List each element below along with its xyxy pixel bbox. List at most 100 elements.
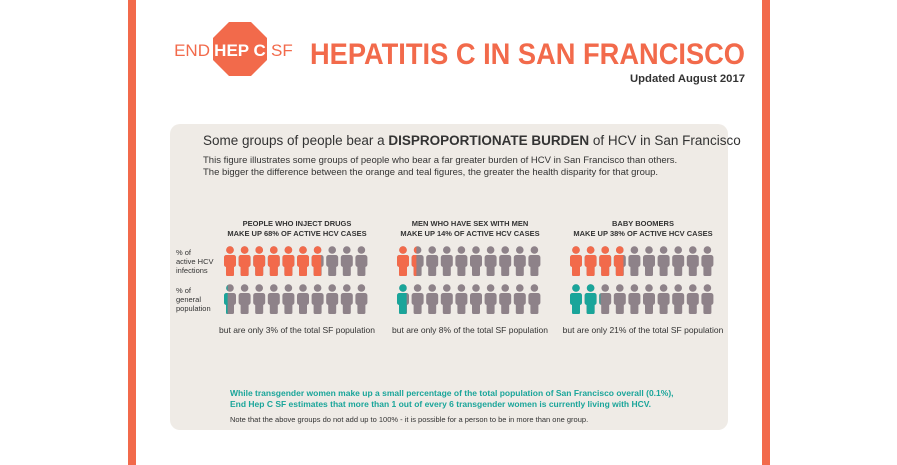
person-icon	[643, 284, 655, 314]
person-body	[282, 255, 295, 267]
person-legs	[240, 303, 249, 314]
person-icon	[224, 246, 236, 276]
person-legs	[659, 303, 668, 314]
person-icon	[701, 284, 714, 314]
person-body	[311, 293, 324, 305]
person-head	[516, 246, 524, 254]
person-body	[397, 255, 409, 267]
person-head	[472, 284, 480, 292]
person-icon	[584, 284, 597, 314]
description: This figure illustrates some groups of p…	[203, 155, 677, 166]
person-fill	[599, 246, 612, 276]
person-fill	[570, 246, 582, 276]
person-body	[340, 255, 353, 267]
person-icon	[672, 284, 685, 314]
population-caption: but are only 8% of the total SF populati…	[392, 325, 548, 335]
person-legs	[442, 265, 451, 276]
panel-heading: Some groups of people bear a DISPROPORTI…	[203, 133, 741, 148]
person-legs	[586, 265, 595, 276]
person-head	[343, 284, 351, 292]
person-icon	[238, 284, 251, 314]
person-icon	[340, 284, 353, 314]
person-body	[628, 293, 641, 305]
person-fill	[570, 284, 582, 314]
group-hcv: MAKE UP 38% OF ACTIVE HCV CASES	[573, 229, 712, 238]
person-body	[253, 255, 266, 267]
person-body	[672, 255, 685, 267]
hcv-part: MAKE UP	[400, 229, 437, 238]
hcv-part: 38	[610, 229, 618, 238]
hcv-part: MAKE UP	[227, 229, 264, 238]
population-caption: but are only 21% of the total SF populat…	[563, 325, 724, 335]
hcv-part: 68	[264, 229, 272, 238]
person-head	[601, 284, 609, 292]
person-body	[584, 255, 597, 267]
person-legs	[645, 303, 653, 314]
person-fill	[397, 284, 407, 314]
person-icon	[297, 246, 309, 276]
person-legs	[226, 265, 234, 276]
person-head	[399, 284, 407, 292]
person-body	[643, 255, 655, 267]
person-fill	[224, 246, 236, 276]
person-icon	[499, 284, 512, 314]
row-label: % of	[176, 248, 192, 257]
person-head	[674, 284, 682, 292]
person-body	[701, 255, 714, 267]
person-body	[426, 255, 439, 267]
person-legs	[357, 265, 366, 276]
person-head	[486, 246, 495, 254]
person-icon	[657, 246, 670, 276]
person-legs	[255, 265, 264, 276]
person-fill	[584, 284, 597, 314]
person-body	[528, 255, 541, 267]
person-legs	[530, 303, 539, 314]
person-head	[457, 284, 466, 292]
person-legs	[486, 303, 495, 314]
person-body	[470, 255, 482, 267]
person-legs	[472, 303, 480, 314]
description: The bigger the difference between the or…	[203, 167, 658, 178]
side-bar	[128, 0, 136, 465]
person-legs	[586, 303, 595, 314]
person-fill	[224, 285, 228, 314]
person-body	[613, 255, 624, 267]
person-legs	[413, 265, 417, 276]
person-legs	[630, 303, 639, 314]
person-icon	[672, 246, 685, 276]
person-icon	[411, 246, 424, 276]
person-body	[484, 255, 497, 267]
person-body	[528, 293, 541, 305]
person-icon	[326, 284, 339, 314]
person-legs	[601, 265, 610, 276]
person-body	[411, 255, 417, 267]
note: Note that the above groups do not add up…	[230, 415, 588, 424]
person-icon	[297, 284, 309, 314]
hcv-part: % OF ACTIVE HCV CASES	[445, 229, 539, 238]
person-body	[613, 293, 626, 305]
person-head	[501, 284, 510, 292]
person-head	[226, 284, 234, 292]
person-head	[630, 246, 639, 254]
person-fill	[311, 246, 322, 276]
person-head	[413, 246, 417, 254]
person-legs	[428, 265, 437, 276]
person-head	[616, 246, 624, 254]
person-legs	[688, 265, 697, 276]
row-label: % of	[176, 286, 192, 295]
person-body	[643, 293, 655, 305]
person-icon	[282, 284, 295, 314]
person-head	[413, 284, 422, 292]
person-icon	[570, 246, 582, 276]
person-legs	[284, 265, 293, 276]
panel	[170, 124, 728, 430]
person-fill	[253, 246, 266, 276]
person-legs	[703, 303, 712, 314]
person-icon	[311, 246, 324, 276]
person-icon	[470, 246, 482, 276]
person-legs	[255, 303, 264, 314]
person-icon	[584, 246, 597, 276]
person-legs	[313, 265, 322, 276]
person-legs	[515, 303, 524, 314]
